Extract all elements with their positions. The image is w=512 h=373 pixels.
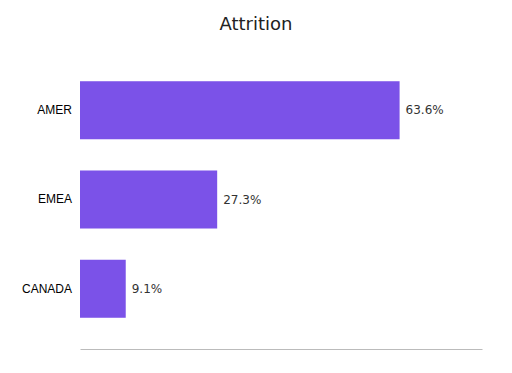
bar bbox=[80, 170, 217, 228]
y-tick: EMEA bbox=[38, 192, 72, 206]
bar bbox=[80, 81, 400, 139]
y-axis: CANADA EMEA AMER bbox=[22, 103, 72, 296]
chart: Attrition CANADA EMEA AMER 9.1% 27.3% 63.6% bbox=[0, 0, 512, 373]
y-tick-label: EMEA bbox=[38, 192, 72, 206]
x-axis-line bbox=[81, 349, 483, 350]
plot: CANADA EMEA AMER 9.1% 27.3% 63.6% bbox=[22, 81, 483, 349]
data-labels: 9.1% 27.3% 63.6% bbox=[132, 103, 444, 296]
title: Attrition bbox=[220, 13, 293, 34]
y-tick-label: AMER bbox=[37, 103, 72, 117]
y-tick: CANADA bbox=[22, 282, 72, 296]
y-tick: AMER bbox=[37, 103, 72, 117]
bars bbox=[80, 81, 400, 318]
data-label: 27.3% bbox=[223, 193, 261, 207]
data-label: 63.6% bbox=[406, 103, 444, 117]
bar bbox=[80, 260, 126, 318]
x-axis bbox=[81, 349, 483, 350]
y-tick-label: CANADA bbox=[22, 282, 72, 296]
data-label: 9.1% bbox=[132, 282, 163, 296]
